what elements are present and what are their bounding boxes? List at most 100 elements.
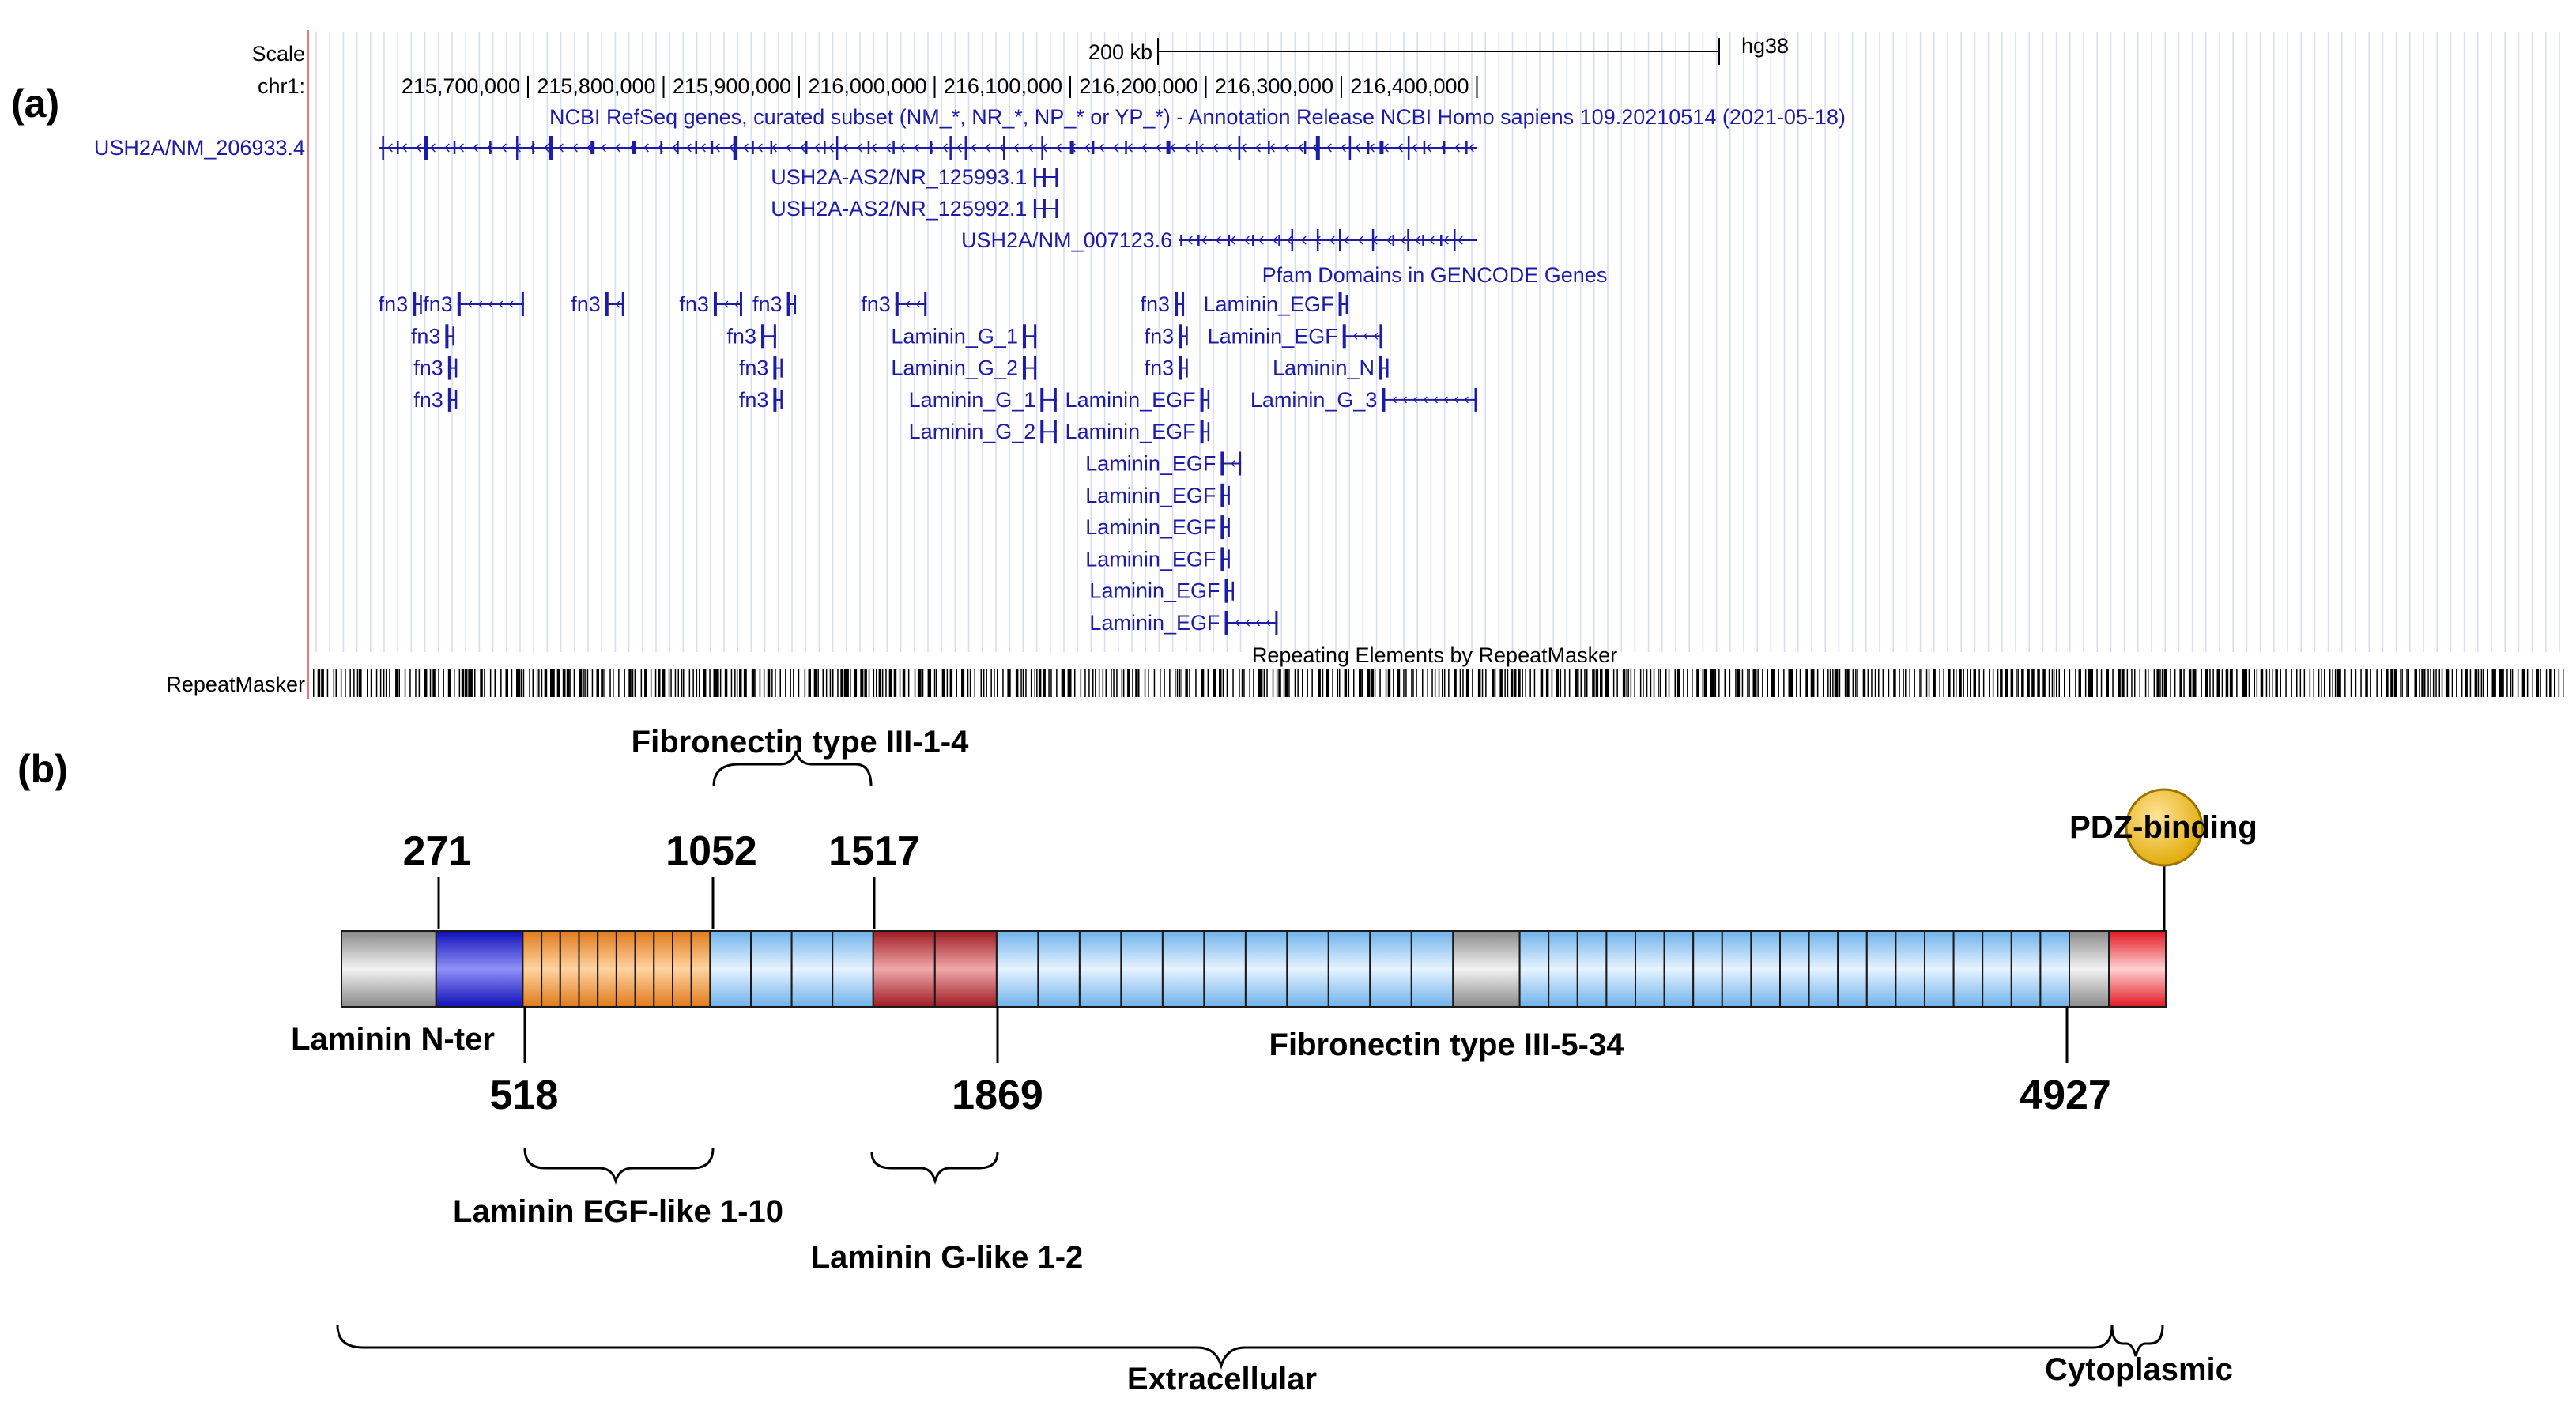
repeat-element (1443, 669, 1446, 697)
strand-chevron (1084, 143, 1090, 153)
repeat-element (2269, 669, 2270, 697)
pfam-block (1186, 358, 1188, 378)
repeat-element (2064, 669, 2065, 697)
repeat-element (658, 669, 661, 697)
domain-fibronectin-5-34-a (1037, 930, 1081, 1008)
pfam-domain: Laminin_EGF (1085, 515, 1230, 540)
strand-chevron (1315, 236, 1321, 245)
repeat-element (1148, 669, 1149, 697)
repeat-element (767, 669, 771, 697)
repeat-element (389, 669, 390, 697)
repeat-element (840, 669, 843, 697)
strand-chevron (1235, 619, 1239, 627)
repeat-element (1712, 669, 1715, 697)
repeat-element (2441, 669, 2443, 697)
strand-chevron (1454, 143, 1460, 153)
repeat-element (1438, 669, 1440, 697)
strand-chevron (501, 143, 507, 153)
strand-chevron (1301, 236, 1307, 245)
strand-chevron (558, 143, 564, 153)
repeat-element (583, 669, 584, 697)
repeat-element (2090, 669, 2093, 697)
repeat-element (2254, 669, 2255, 697)
domain-fibronectin-1-4 (832, 930, 874, 1008)
strand-chevron (1454, 396, 1458, 404)
repeat-element (2042, 669, 2046, 697)
repeat-element (2183, 669, 2185, 697)
repeat-element (2332, 669, 2333, 697)
strand-chevron (1369, 143, 1375, 153)
pfam-domain: Laminin_G_2 (891, 356, 1037, 380)
pfam-domain: fn3 (411, 324, 454, 349)
repeat-element (969, 669, 971, 697)
strand-chevron (444, 143, 450, 153)
repeat-element (569, 669, 571, 697)
repeat-element (1757, 669, 1759, 697)
repeat-element (613, 669, 614, 697)
browser-gridlines (315, 32, 2560, 652)
strand-chevron (615, 143, 620, 153)
domain-laminin-n-ter (435, 930, 524, 1008)
repeat-element (1222, 669, 1224, 697)
strand-chevron (1113, 143, 1118, 153)
repeat-element (1510, 669, 1514, 697)
repeat-element (1878, 669, 1880, 697)
repeat-element (920, 669, 922, 697)
pfam-block (454, 358, 458, 378)
repeat-element (713, 669, 716, 697)
domain-fibronectin-5-34-b (2010, 930, 2042, 1008)
repeat-element (1970, 669, 1971, 697)
repeat-element (353, 669, 355, 697)
repeat-element (500, 669, 502, 697)
repeat-element (2144, 669, 2147, 697)
repeat-element (790, 669, 791, 697)
repeat-element (1921, 669, 1922, 697)
domain-fibronectin-5-34-b (1865, 930, 1897, 1008)
exon (1440, 235, 1443, 246)
repeat-element (2408, 669, 2409, 697)
repeat-element (632, 669, 634, 697)
exon (1367, 141, 1370, 154)
strand-chevron (1265, 619, 1270, 627)
repeat-element (1507, 669, 1509, 697)
exon (1125, 141, 1127, 154)
pfam-label: Laminin_EGF (1085, 452, 1216, 476)
exon (1228, 235, 1231, 246)
exon (1371, 229, 1375, 251)
repeat-element (2153, 669, 2155, 697)
repeat-element (899, 669, 901, 697)
exon (1166, 141, 1171, 154)
pfam-label: fn3 (379, 292, 409, 316)
strand-chevron (1141, 143, 1147, 153)
repeat-element (1956, 669, 1957, 697)
repeat-element (1551, 669, 1553, 697)
repeat-element (1144, 669, 1146, 697)
repeat-element (1213, 669, 1216, 697)
repeat-element (1816, 669, 1819, 697)
repeat-element (2421, 669, 2424, 697)
pfam-block (739, 292, 742, 316)
repeat-element (2170, 669, 2171, 697)
exon (711, 141, 714, 154)
repeat-element (1792, 669, 1793, 697)
strand-chevron (786, 143, 791, 153)
repeat-element (825, 669, 828, 697)
strand-chevron (743, 143, 749, 153)
repeat-element (822, 669, 824, 697)
exon (1278, 235, 1280, 246)
pfam-label: fn3 (1145, 356, 1175, 380)
strand-chevron (814, 143, 820, 153)
repeat-element (1616, 669, 1618, 697)
repeat-element (2205, 669, 2208, 697)
strand-chevron (1429, 236, 1435, 245)
position-4927-label: 4927 (2020, 1072, 2111, 1118)
pfam-domain: Laminin_G_1 (891, 324, 1037, 349)
pfam-block (1054, 387, 1057, 412)
pfam-domain: fn3 (413, 387, 458, 412)
repeat-element (1164, 669, 1165, 697)
repeat-element (2280, 669, 2281, 697)
strand-chevron (700, 143, 706, 153)
repeat-element (2329, 669, 2331, 697)
repeat-element (2118, 669, 2121, 697)
pfam-domain: Laminin_EGF (1089, 611, 1278, 635)
